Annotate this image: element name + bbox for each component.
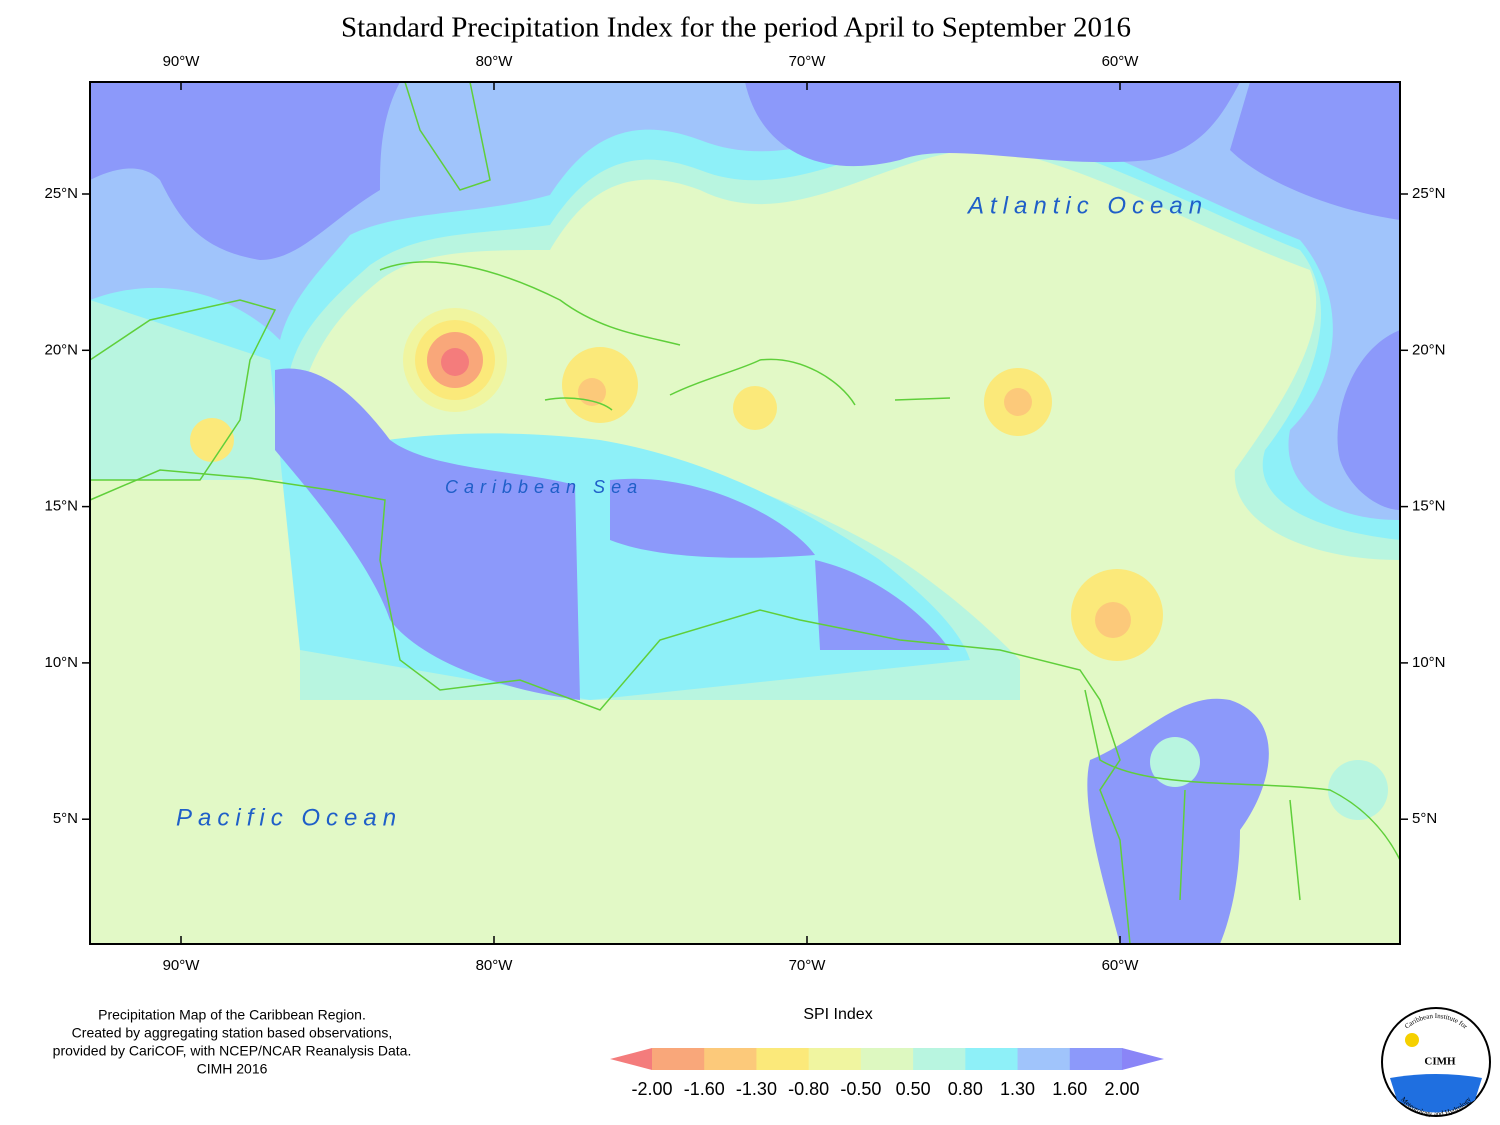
legend-tick-label: -1.30 bbox=[736, 1079, 777, 1099]
x-tick-label: 60°W bbox=[1102, 957, 1140, 974]
y-tick-label: 20°N bbox=[44, 341, 78, 358]
caption-line: CIMH 2016 bbox=[197, 1061, 268, 1077]
y-tick-label: 15°N bbox=[44, 498, 78, 515]
x-tick-label: 80°W bbox=[476, 957, 514, 974]
ocean-label: Caribbean Sea bbox=[445, 477, 643, 497]
legend-tick-label: 0.80 bbox=[948, 1079, 983, 1099]
y-tick-label: 15°N bbox=[1412, 498, 1446, 515]
legend-swatch bbox=[1017, 1048, 1071, 1070]
legend-tick-label: 1.60 bbox=[1052, 1079, 1087, 1099]
y-tick-label: 10°N bbox=[44, 654, 78, 671]
ocean-label: Pacific Ocean bbox=[176, 804, 402, 831]
x-tick-label: 60°W bbox=[1102, 53, 1140, 70]
legend-tick-label: -2.00 bbox=[631, 1079, 672, 1099]
caption-line: Precipitation Map of the Caribbean Regio… bbox=[98, 1007, 366, 1023]
x-tick-label: 80°W bbox=[476, 53, 514, 70]
legend-tick-label: -1.60 bbox=[684, 1079, 725, 1099]
y-tick-label: 20°N bbox=[1412, 341, 1446, 358]
legend-swatch bbox=[1069, 1048, 1123, 1070]
ocean-label: Atlantic Ocean bbox=[966, 192, 1208, 219]
legend-swatch bbox=[860, 1048, 914, 1070]
caption: Precipitation Map of the Caribbean Regio… bbox=[53, 1007, 412, 1077]
legend-swatch bbox=[756, 1048, 810, 1070]
y-tick-label: 5°N bbox=[53, 810, 78, 827]
x-tick-label: 70°W bbox=[789, 957, 827, 974]
y-tick-label: 5°N bbox=[1412, 810, 1437, 827]
map bbox=[90, 82, 1400, 944]
y-tick-label: 25°N bbox=[1412, 185, 1446, 202]
x-tick-label: 70°W bbox=[789, 53, 827, 70]
x-tick-label: 90°W bbox=[163, 53, 201, 70]
caption-line: Created by aggregating station based obs… bbox=[72, 1025, 393, 1041]
y-tick-label: 10°N bbox=[1412, 654, 1446, 671]
legend-swatch bbox=[913, 1048, 966, 1070]
legend-swatch bbox=[808, 1048, 862, 1070]
map-frame bbox=[89, 81, 1401, 945]
legend-tick-label: 1.30 bbox=[1000, 1079, 1035, 1099]
logo: Caribbean Institute for Meteorology and … bbox=[1381, 1007, 1491, 1118]
legend-swatch bbox=[610, 1048, 652, 1070]
legend-tick-label: 2.00 bbox=[1104, 1079, 1139, 1099]
x-tick-label: 90°W bbox=[163, 957, 201, 974]
y-tick-label: 25°N bbox=[44, 185, 78, 202]
caption-line: provided by CariCOF, with NCEP/NCAR Rean… bbox=[53, 1043, 412, 1059]
legend-swatch bbox=[652, 1048, 705, 1070]
title: Standard Precipitation Index for the per… bbox=[341, 12, 1131, 44]
legend-tick-label: -0.80 bbox=[788, 1079, 829, 1099]
legend-swatch bbox=[704, 1048, 757, 1070]
logo-name: CIMH bbox=[1424, 1056, 1456, 1068]
legend-swatch bbox=[965, 1048, 1019, 1070]
legend-title: SPI Index bbox=[803, 1006, 872, 1023]
legend-swatch bbox=[1122, 1048, 1164, 1070]
legend-tick-label: -0.50 bbox=[840, 1079, 881, 1099]
legend-tick-label: 0.50 bbox=[896, 1079, 931, 1099]
